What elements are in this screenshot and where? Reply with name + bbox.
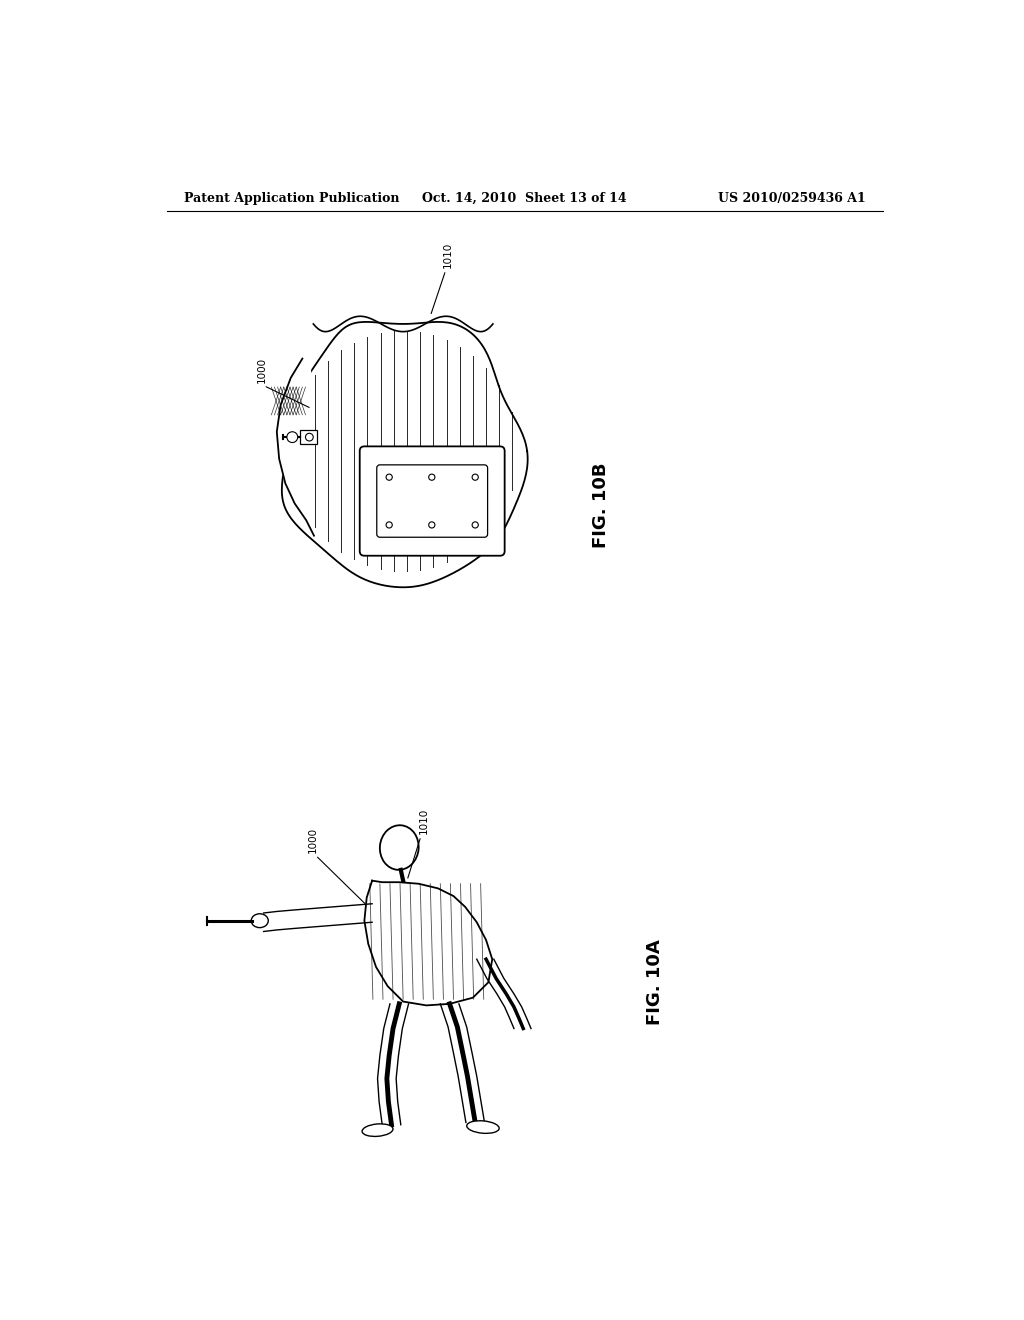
Circle shape bbox=[386, 474, 392, 480]
Text: Patent Application Publication: Patent Application Publication bbox=[183, 191, 399, 205]
Polygon shape bbox=[263, 904, 372, 932]
Text: 1010: 1010 bbox=[443, 242, 453, 268]
Ellipse shape bbox=[467, 1121, 499, 1134]
Text: 1000: 1000 bbox=[307, 826, 317, 853]
Polygon shape bbox=[282, 322, 527, 587]
Text: FIG. 10A: FIG. 10A bbox=[646, 940, 664, 1026]
Polygon shape bbox=[365, 880, 493, 1006]
Polygon shape bbox=[477, 960, 531, 1028]
Ellipse shape bbox=[362, 1123, 393, 1137]
Ellipse shape bbox=[251, 913, 268, 928]
Text: US 2010/0259436 A1: US 2010/0259436 A1 bbox=[718, 191, 866, 205]
Bar bbox=[300, 430, 317, 444]
Circle shape bbox=[305, 433, 313, 441]
Text: 1000: 1000 bbox=[257, 358, 267, 383]
Polygon shape bbox=[276, 359, 314, 536]
Polygon shape bbox=[440, 1003, 484, 1122]
Circle shape bbox=[386, 521, 392, 528]
Text: FIG. 10B: FIG. 10B bbox=[592, 462, 609, 548]
FancyBboxPatch shape bbox=[377, 465, 487, 537]
Circle shape bbox=[287, 432, 298, 442]
Circle shape bbox=[429, 521, 435, 528]
Ellipse shape bbox=[380, 825, 419, 870]
FancyBboxPatch shape bbox=[359, 446, 505, 556]
Circle shape bbox=[472, 521, 478, 528]
Text: Oct. 14, 2010  Sheet 13 of 14: Oct. 14, 2010 Sheet 13 of 14 bbox=[423, 191, 627, 205]
Circle shape bbox=[472, 474, 478, 480]
Polygon shape bbox=[378, 1003, 409, 1125]
Circle shape bbox=[429, 474, 435, 480]
Text: 1010: 1010 bbox=[419, 808, 429, 834]
